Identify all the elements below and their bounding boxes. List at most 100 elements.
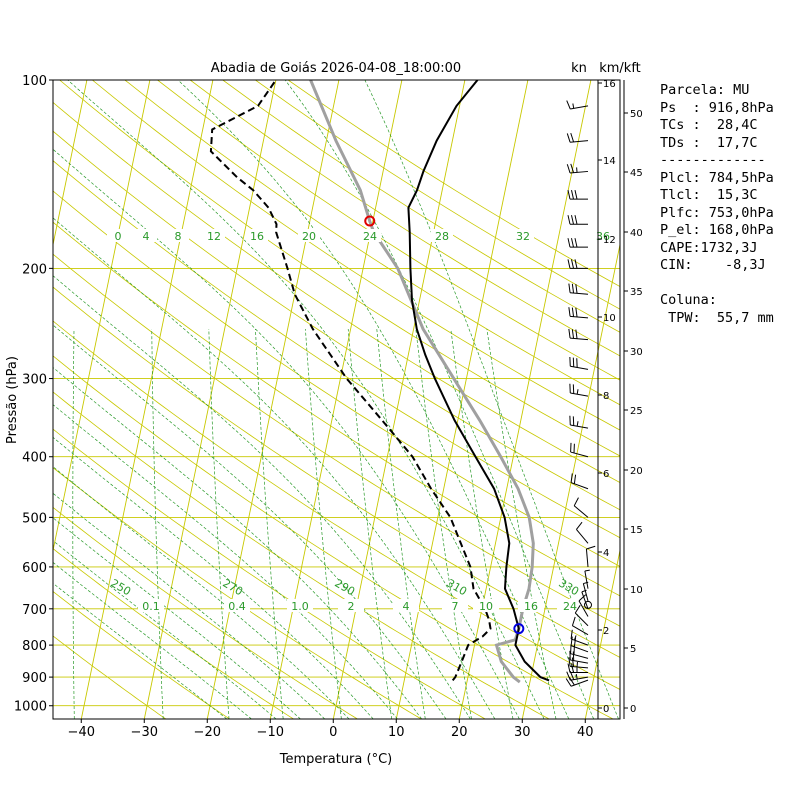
wind-barb-staff: [570, 365, 589, 370]
moist-adiabat-label: 36: [596, 230, 610, 243]
info-line: Ps : 916,8hPa: [660, 99, 774, 116]
dry-adiabat-line: [157, 80, 620, 381]
dry-adiabat-line: [189, 80, 620, 357]
temperature-profile-line: [407, 80, 550, 682]
isotherm-line: [395, 80, 529, 719]
mixing-ratio-label-bg: [224, 599, 250, 612]
wind-barb-flag: [566, 133, 571, 143]
wind-barb-flag: [567, 259, 571, 269]
dry-adiabat-line: [53, 221, 620, 597]
info-line: Coluna:: [660, 292, 717, 308]
wind-barb: [569, 650, 589, 664]
y-tick-label: 700: [22, 603, 47, 618]
moist-adiabat-label-bg: [135, 229, 157, 242]
mixing-ratio-line: [255, 328, 284, 719]
wind-barb: [570, 442, 589, 458]
dry-adiabat-line: [53, 428, 486, 719]
wind-barb-flag: [571, 307, 575, 317]
kft-tick-label: 40: [630, 228, 643, 239]
wind-barb: [567, 238, 588, 248]
y-tick-label: 400: [22, 451, 47, 466]
mixing-ratio-label-bg: [138, 599, 164, 612]
mixing-ratio-label: 10: [479, 600, 493, 613]
wind-barb-flag: [565, 678, 572, 687]
wind-barb: [570, 636, 589, 653]
mixing-ratio-label: 0.4: [228, 600, 246, 613]
dry-adiabat-line: [53, 130, 620, 511]
kft-tick-label: 35: [630, 287, 643, 298]
wind-barb-flag: [575, 329, 578, 339]
moist-adiabat-line: [53, 517, 301, 719]
kft-tick-label: 45: [630, 168, 643, 179]
mixing-ratio-label: 1.0: [291, 600, 309, 613]
wind-barb-staff: [582, 583, 589, 602]
km-tick-label: 6: [603, 469, 609, 480]
km-tick-label: 12: [603, 235, 616, 246]
el-marker: [364, 215, 376, 227]
moist-adiabat-label: 28: [435, 230, 449, 243]
moist-adiabat-label: 20: [302, 230, 316, 243]
isotherm-line: [53, 80, 151, 553]
moist-adiabat-label: 0: [115, 230, 122, 243]
dry-adiabat-label: 310: [444, 577, 469, 599]
wind-barb-flag: [576, 521, 583, 530]
dry-adiabat-line: [53, 320, 620, 690]
mixing-ratio-label: 2: [348, 600, 355, 613]
wind-barb: [570, 629, 589, 646]
y-axis-label: Pressão (hPa): [5, 356, 20, 444]
wind-barb-flag: [566, 671, 571, 681]
y-tick-label: 500: [22, 511, 47, 526]
wind-barb-staff: [570, 292, 589, 295]
moist-adiabat-label: 12: [207, 230, 221, 243]
info-line: TCs : 28,4C: [660, 117, 758, 133]
mixing-ratio-line: [486, 328, 557, 719]
moist-adiabat-label: 8: [175, 230, 182, 243]
wind-barb: [568, 328, 589, 341]
x-tick-label: −40: [68, 725, 95, 740]
dry-adiabat-line: [53, 160, 620, 539]
wind-barb: [566, 132, 589, 143]
mixing-ratio-label-bg: [557, 599, 583, 612]
kft-tick-label: 0: [630, 704, 636, 715]
km-tick-label: 4: [603, 548, 609, 559]
x-axis-label: Temperatura (°C): [279, 752, 392, 767]
wind-barb-flag: [574, 189, 578, 200]
kft-tick-label: 20: [630, 466, 643, 477]
isotherm-line: [332, 80, 466, 719]
moist-adiabat-label-bg: [359, 229, 381, 242]
wind-barb-flag: [573, 637, 577, 647]
wind-barb: [573, 497, 589, 518]
wind-barb-half-flag: [575, 674, 578, 680]
y-tick-label: 800: [22, 639, 47, 654]
wind-barb-flag: [567, 215, 571, 225]
wind-barb: [571, 616, 589, 636]
moist-adiabat-line: [53, 367, 422, 719]
isotherm-line: [458, 80, 592, 719]
wind-barb-flag: [568, 328, 571, 339]
isotherm-line: [143, 80, 277, 719]
wind-barb-staff: [581, 591, 589, 609]
dry-adiabat-line: [53, 355, 614, 719]
km-tick-label: 10: [603, 313, 616, 324]
dry-adiabat-line: [92, 80, 620, 431]
wind-barb-flag: [567, 189, 571, 200]
mixing-ratio-line: [305, 328, 342, 719]
mixing-ratio-label-bg: [473, 599, 499, 612]
wind-barb-staff: [570, 392, 589, 397]
moist-adiabat-line: [53, 466, 350, 719]
wind-barb-flag: [566, 164, 571, 174]
wind-barb: [576, 521, 589, 544]
km-tick-label: 0: [603, 704, 609, 715]
mixing-ratio-label: 24: [563, 600, 577, 613]
kft-tick-label: 10: [630, 585, 643, 596]
moist-adiabat-label: 16: [250, 230, 264, 243]
wind-barb-half-flag: [572, 103, 575, 109]
moist-adiabat-line: [53, 436, 374, 719]
wind-barb-flag: [574, 604, 581, 614]
kft-tick-label: 15: [630, 525, 643, 536]
y-tick-label: 900: [22, 671, 47, 686]
moist-adiabat-line: [53, 582, 228, 719]
dry-adiabat-line: [53, 253, 620, 627]
moist-adiabat-line: [53, 148, 520, 719]
km-tick-label: 8: [603, 391, 609, 402]
